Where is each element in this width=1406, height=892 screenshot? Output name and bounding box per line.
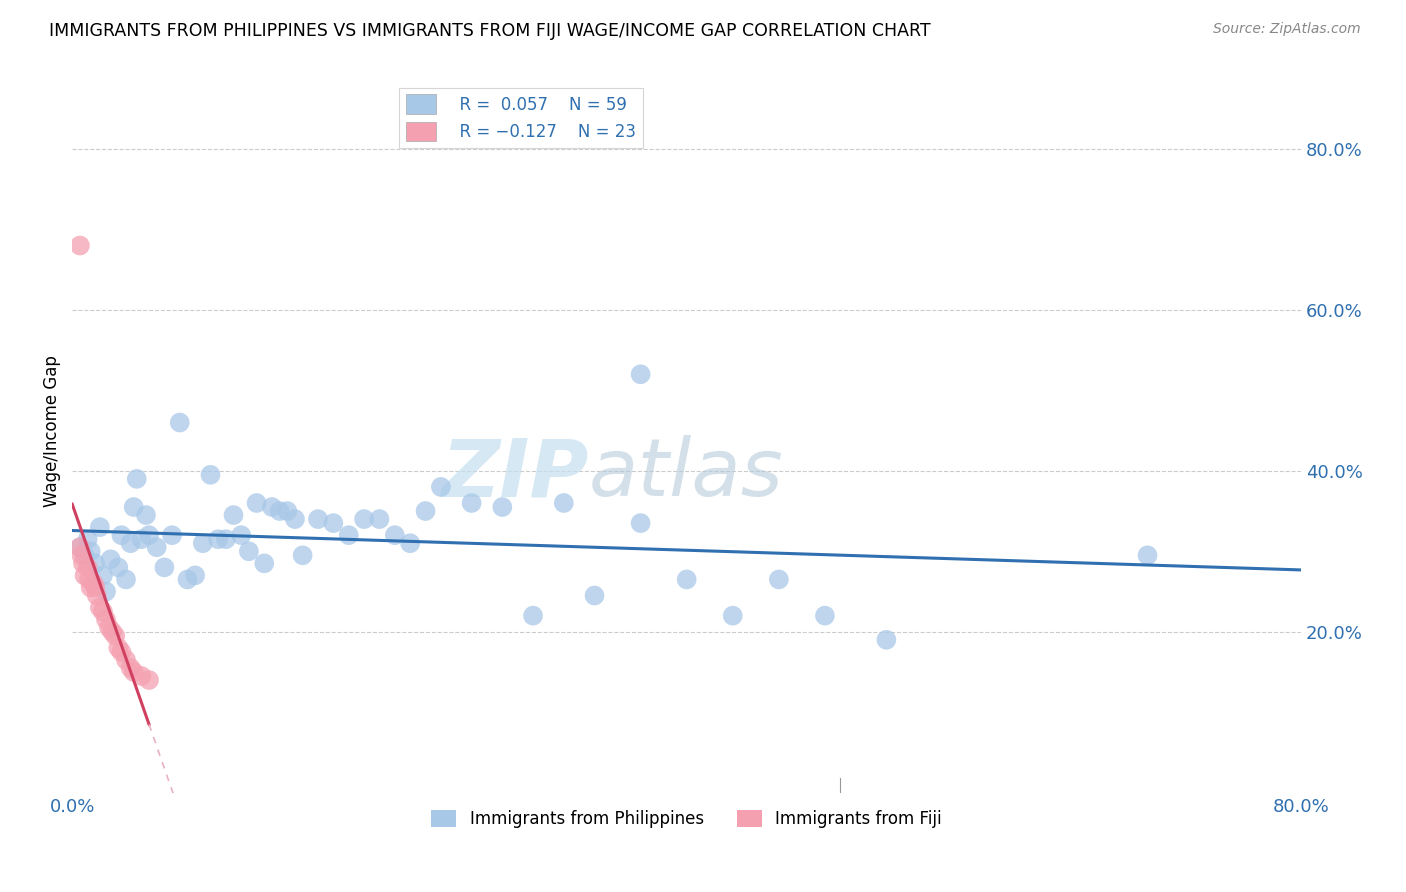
Point xyxy=(307,512,329,526)
Text: ZIP: ZIP xyxy=(441,435,588,513)
Point xyxy=(145,541,167,555)
Point xyxy=(191,536,214,550)
Point xyxy=(79,544,101,558)
Point xyxy=(86,589,108,603)
Point xyxy=(1136,549,1159,563)
Point xyxy=(814,608,837,623)
Point xyxy=(84,557,107,571)
Point xyxy=(131,669,153,683)
Point xyxy=(73,568,96,582)
Y-axis label: Wage/Income Gap: Wage/Income Gap xyxy=(44,355,60,507)
Point xyxy=(70,549,93,563)
Point xyxy=(100,552,122,566)
Point xyxy=(77,573,100,587)
Text: Source: ZipAtlas.com: Source: ZipAtlas.com xyxy=(1213,22,1361,37)
Point xyxy=(115,653,138,667)
Point xyxy=(76,560,98,574)
Point xyxy=(768,573,790,587)
Point xyxy=(153,560,176,574)
Point xyxy=(138,673,160,687)
Point xyxy=(184,568,207,582)
Point xyxy=(384,528,406,542)
Point xyxy=(491,500,513,514)
Point xyxy=(522,608,544,623)
Point xyxy=(135,508,157,522)
Point xyxy=(583,589,606,603)
Point xyxy=(72,557,94,571)
Point xyxy=(69,541,91,555)
Point xyxy=(238,544,260,558)
Point xyxy=(460,496,482,510)
Point xyxy=(200,467,222,482)
Point xyxy=(269,504,291,518)
Point xyxy=(215,532,238,546)
Point xyxy=(107,640,129,655)
Point xyxy=(553,496,575,510)
Point xyxy=(291,549,314,563)
Point xyxy=(94,613,117,627)
Point xyxy=(98,621,121,635)
Point xyxy=(69,238,91,252)
Point xyxy=(169,416,191,430)
Point xyxy=(125,472,148,486)
Point xyxy=(675,573,697,587)
Point xyxy=(107,560,129,574)
Point xyxy=(69,541,91,555)
Point xyxy=(89,600,111,615)
Point xyxy=(115,573,138,587)
Point xyxy=(245,496,267,510)
Point xyxy=(176,573,198,587)
Point xyxy=(399,536,422,550)
Point xyxy=(79,581,101,595)
Point xyxy=(276,504,298,518)
Point xyxy=(104,629,127,643)
Point xyxy=(875,632,897,647)
Legend: Immigrants from Philippines, Immigrants from Fiji: Immigrants from Philippines, Immigrants … xyxy=(425,804,949,835)
Point xyxy=(353,512,375,526)
Point xyxy=(630,516,652,530)
Point xyxy=(101,624,124,639)
Text: atlas: atlas xyxy=(588,435,783,513)
Point xyxy=(73,549,96,563)
Point xyxy=(94,584,117,599)
Point xyxy=(76,532,98,546)
Text: IMMIGRANTS FROM PHILIPPINES VS IMMIGRANTS FROM FIJI WAGE/INCOME GAP CORRELATION : IMMIGRANTS FROM PHILIPPINES VS IMMIGRANT… xyxy=(49,22,931,40)
Point xyxy=(131,532,153,546)
Point xyxy=(322,516,344,530)
Point xyxy=(91,568,114,582)
Point xyxy=(84,581,107,595)
Point xyxy=(253,557,276,571)
Point xyxy=(368,512,391,526)
Point xyxy=(120,536,142,550)
Point xyxy=(721,608,744,623)
Point xyxy=(415,504,437,518)
Point xyxy=(120,661,142,675)
Point xyxy=(89,520,111,534)
Point xyxy=(160,528,183,542)
Point xyxy=(231,528,253,542)
Point xyxy=(138,528,160,542)
Point xyxy=(630,368,652,382)
Point xyxy=(110,645,132,659)
Point xyxy=(222,508,245,522)
Point xyxy=(260,500,283,514)
Point xyxy=(337,528,360,542)
Point xyxy=(91,605,114,619)
Point xyxy=(122,500,145,514)
Point xyxy=(83,576,105,591)
Point xyxy=(207,532,229,546)
Point xyxy=(122,665,145,679)
Point xyxy=(110,528,132,542)
Point xyxy=(284,512,307,526)
Point xyxy=(430,480,453,494)
